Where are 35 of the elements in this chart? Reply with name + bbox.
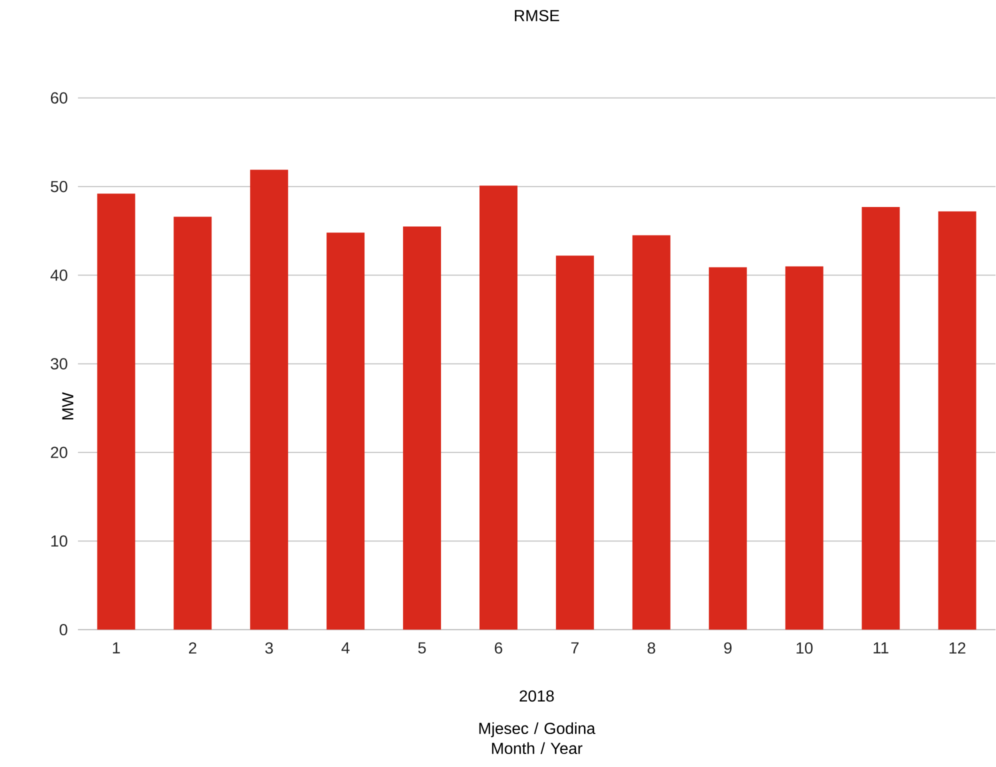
y-tick-label: 50 (50, 181, 68, 192)
bar (97, 194, 136, 630)
x-tick-label: 10 (796, 642, 813, 654)
x-tick-label: 8 (648, 642, 656, 654)
bar (403, 226, 442, 630)
chart-title: RMSE (514, 10, 560, 22)
x-tick-label: 1 (112, 642, 120, 654)
x-tick-label: 2 (189, 642, 196, 654)
bar (250, 170, 288, 630)
y-tick-label: 40 (50, 270, 68, 282)
x-axis-title: Mjesec / Godina Month / Year (479, 722, 596, 754)
y-tick-label: 0 (60, 624, 68, 636)
bar (862, 207, 900, 630)
bar (708, 267, 747, 630)
x-tick-label: 11 (874, 642, 888, 654)
x-tick-label: 6 (494, 642, 502, 654)
bar (326, 232, 365, 630)
y-tick-label: 30 (50, 358, 68, 370)
y-tick-label: 10 (51, 536, 68, 547)
x-tick-label: 7 (571, 642, 579, 654)
bar (480, 186, 518, 630)
x-tick-label: 5 (418, 642, 426, 654)
y-tick-label: 20 (50, 446, 68, 458)
x-tick-label: 9 (724, 642, 732, 654)
x-tick-label: 3 (265, 642, 273, 654)
x-tick-label: 4 (342, 642, 350, 654)
y-tick-label: 60 (50, 92, 68, 104)
text: 2018 (520, 690, 554, 702)
bar (785, 266, 824, 630)
y-axis-title: MW (62, 392, 74, 420)
bar (556, 256, 594, 630)
bar (938, 212, 976, 630)
bar (632, 236, 670, 630)
x-tick-label: 12 (950, 642, 966, 654)
bar (174, 216, 212, 630)
